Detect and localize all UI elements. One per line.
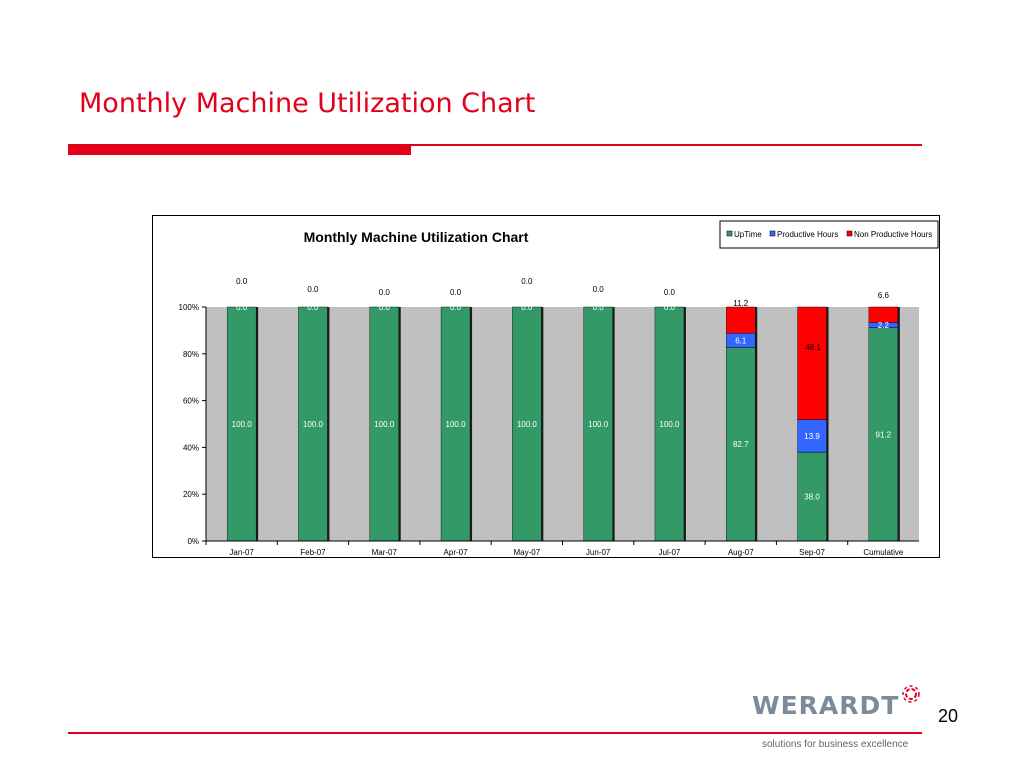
- data-label: 0.0: [379, 303, 391, 312]
- company-logo: WERARDT: [752, 685, 922, 751]
- page-number: 20: [938, 706, 959, 726]
- data-label: 100.0: [446, 420, 467, 429]
- bar-segment-uptime: [512, 306, 542, 542]
- data-label: 2.2: [878, 321, 890, 330]
- x-tick-label: May-07: [514, 548, 541, 557]
- utilization-chart: Monthly Machine Utilization Chart UpTime…: [179, 220, 939, 557]
- bar-segment-non-productive-hours: [797, 306, 827, 420]
- x-tick-label: Aug-07: [728, 548, 754, 557]
- data-label: 0.0: [521, 303, 533, 312]
- y-tick-label: 60%: [183, 397, 199, 406]
- title-underline-accent: [68, 144, 411, 155]
- y-tick-label: 40%: [183, 443, 199, 452]
- data-label: 0.0: [236, 303, 248, 312]
- data-label: 11.2: [733, 299, 749, 308]
- data-label: 6.1: [735, 336, 747, 345]
- data-label: 100.0: [303, 420, 324, 429]
- company-tagline: solutions for business excellence: [762, 739, 909, 750]
- data-label: 100.0: [517, 420, 538, 429]
- legend-label-2: Productive Hours: [777, 230, 838, 239]
- slide-title: Monthly Machine Utilization Chart: [79, 88, 536, 119]
- data-label: 100.0: [588, 420, 609, 429]
- legend-swatch-1: [726, 230, 733, 237]
- data-label: 100.0: [374, 420, 395, 429]
- legend: [719, 220, 939, 249]
- bar-segment-uptime: [583, 306, 613, 542]
- data-label: 0.0: [450, 303, 462, 312]
- y-tick-label: 80%: [183, 350, 199, 359]
- y-tick-label: 100%: [179, 303, 199, 312]
- logo-wordmark: WERARDT: [752, 691, 900, 720]
- legend-swatch-3: [846, 230, 853, 237]
- chart-frame: Monthly Machine Utilization Chart UpTime…: [152, 215, 940, 558]
- title-underline: [68, 144, 922, 146]
- data-label: 0.0: [593, 285, 605, 294]
- x-tick-label: Feb-07: [300, 548, 326, 557]
- legend-label-1: UpTime: [734, 230, 762, 239]
- data-label: 0.0: [593, 303, 605, 312]
- data-label: 91.2: [876, 430, 892, 439]
- data-label: 100.0: [232, 420, 253, 429]
- legend-swatch-2: [769, 230, 776, 237]
- x-tick-label: Sep-07: [799, 548, 825, 557]
- x-tick-label: Jul-07: [659, 548, 681, 557]
- bar-segment-uptime: [654, 306, 685, 542]
- data-label: 48.1: [805, 343, 821, 352]
- x-tick-label: Apr-07: [444, 548, 469, 557]
- data-label: 38.0: [804, 493, 820, 502]
- bar-segment-non-productive-hours: [868, 306, 899, 323]
- data-label: 13.9: [804, 432, 820, 441]
- y-tick-label: 20%: [183, 490, 199, 499]
- data-label: 100.0: [659, 420, 680, 429]
- bar-segment-uptime: [726, 347, 756, 542]
- data-label: 0.0: [664, 303, 676, 312]
- data-label: 0.0: [664, 288, 676, 297]
- x-tick-label: Jun-07: [586, 548, 611, 557]
- x-tick-label: Jan-07: [229, 548, 254, 557]
- bar-segment-uptime: [440, 306, 471, 542]
- data-label: 0.0: [450, 288, 462, 297]
- legend-label-3: Non Productive Hours: [854, 230, 932, 239]
- y-tick-label: 0%: [187, 537, 199, 546]
- data-label: 0.0: [236, 277, 248, 286]
- footer-rule: [68, 732, 922, 734]
- data-label: 0.0: [307, 285, 319, 294]
- data-label: 6.6: [878, 291, 890, 300]
- data-label: 0.0: [379, 288, 391, 297]
- logo-swirl-icon: [902, 685, 920, 703]
- bar-segment-uptime: [369, 306, 399, 542]
- x-tick-label: Cumulative: [863, 548, 904, 557]
- x-tick-label: Mar-07: [372, 548, 398, 557]
- data-label: 0.0: [521, 277, 533, 286]
- data-label: 82.7: [733, 440, 749, 449]
- chart-title: Monthly Machine Utilization Chart: [304, 229, 529, 245]
- bar-segment-non-productive-hours: [726, 306, 756, 334]
- data-label: 0.0: [307, 303, 319, 312]
- bar-segment-uptime: [298, 306, 328, 542]
